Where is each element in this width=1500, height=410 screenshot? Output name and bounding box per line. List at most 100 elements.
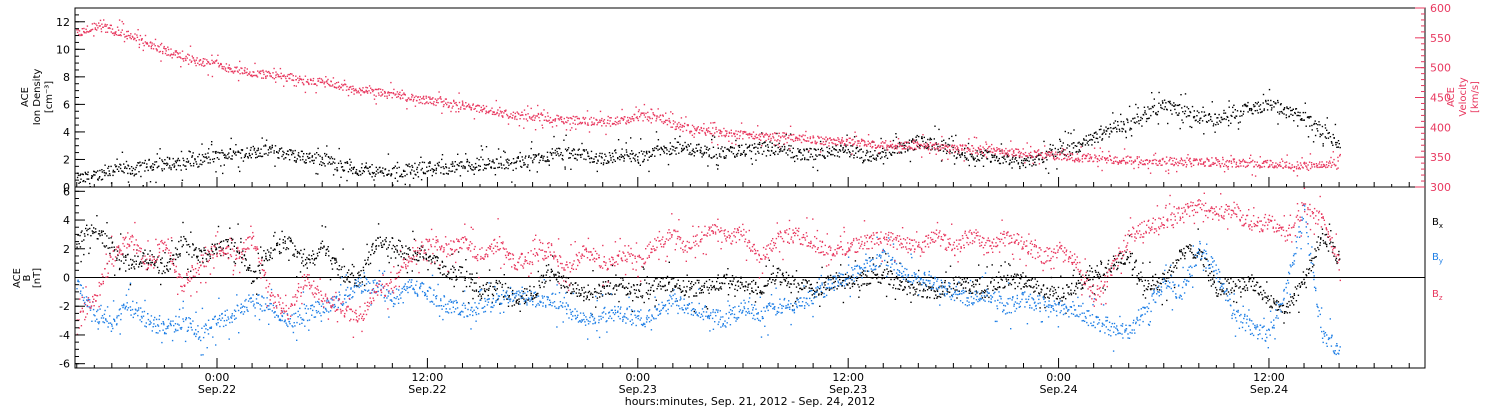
density-point (1297, 125, 1299, 127)
bx-point (340, 268, 342, 271)
density-point (515, 167, 517, 170)
velocity-point (574, 123, 576, 125)
velocity-point (251, 75, 253, 78)
velocity-point (252, 71, 254, 73)
density-point (956, 156, 958, 159)
bx-point (151, 261, 154, 264)
velocity-point (498, 113, 500, 115)
velocity-point (175, 51, 177, 53)
bx-point (486, 288, 488, 291)
bx-point (258, 269, 261, 272)
velocity-point (144, 34, 147, 37)
bx-point (443, 265, 445, 267)
density-point (340, 162, 342, 165)
density-point (670, 153, 672, 155)
density-point (713, 136, 716, 138)
velocity-point (231, 71, 234, 73)
bx-point (375, 239, 377, 241)
velocity-point (989, 145, 991, 148)
velocity-point (956, 145, 958, 147)
density-point (82, 173, 84, 176)
density-point (1109, 123, 1111, 126)
density-point (530, 157, 532, 159)
density-point (593, 161, 595, 163)
density-point (356, 172, 359, 175)
velocity-point (876, 146, 879, 148)
density-point (901, 144, 903, 146)
density-point (307, 157, 310, 159)
density-point (153, 164, 156, 166)
velocity-point (698, 132, 700, 134)
velocity-point (789, 148, 791, 150)
density-point (572, 154, 574, 157)
velocity-point (117, 34, 119, 36)
density-point (1078, 141, 1080, 143)
density-point (1157, 123, 1160, 125)
velocity-point (975, 137, 978, 139)
density-point (915, 136, 917, 138)
bx-point (154, 262, 156, 265)
density-point (847, 148, 849, 151)
velocity-point (836, 139, 838, 141)
velocity-point (738, 137, 740, 140)
density-point (431, 174, 433, 177)
bx-point (91, 230, 93, 232)
velocity-point (1113, 162, 1115, 164)
bx-point (110, 237, 112, 239)
velocity-point (406, 99, 409, 101)
density-point (1086, 142, 1088, 144)
density-point (737, 152, 739, 155)
bx-point (365, 262, 368, 264)
density-point (386, 174, 388, 176)
velocity-point (500, 112, 502, 114)
density-point (725, 155, 727, 157)
velocity-point (879, 146, 881, 149)
velocity-point (224, 67, 227, 69)
density-point (566, 150, 568, 152)
bx-point (493, 288, 496, 290)
bx-point (452, 271, 455, 274)
bx-point (374, 251, 376, 253)
density-point (731, 146, 733, 149)
velocity-point (684, 122, 686, 125)
velocity-point (379, 88, 382, 90)
density-point (967, 142, 970, 145)
bx-point (602, 281, 604, 283)
velocity-point (854, 131, 856, 133)
density-point (667, 163, 670, 166)
bx-point (83, 233, 86, 235)
velocity-point (326, 82, 329, 84)
density-point (769, 154, 772, 156)
velocity-point (1295, 168, 1298, 170)
density-point (168, 157, 171, 159)
density-point (1301, 118, 1303, 120)
velocity-point (90, 29, 92, 31)
velocity-point (617, 123, 619, 125)
density-point (721, 146, 723, 148)
bx-point (332, 257, 334, 259)
bx-point (266, 249, 269, 251)
velocity-point (778, 132, 780, 134)
density-point (460, 165, 463, 168)
density-point (528, 155, 530, 157)
density-point (1218, 113, 1220, 116)
density-point (1252, 104, 1255, 106)
bx-point (560, 284, 562, 287)
density-point (1057, 148, 1059, 151)
velocity-point (638, 109, 640, 111)
bx-point (219, 241, 222, 243)
density-point (254, 151, 257, 153)
bx-point (367, 256, 369, 259)
velocity-point (127, 34, 130, 37)
velocity-point (343, 84, 345, 86)
density-point (395, 172, 398, 174)
velocity-point (814, 140, 816, 142)
velocity-point (1318, 166, 1320, 169)
velocity-point (517, 112, 519, 115)
density-point (255, 157, 257, 159)
velocity-point (919, 147, 921, 150)
density-point (152, 169, 155, 171)
velocity-point (439, 97, 441, 99)
bx-point (382, 240, 384, 242)
density-point (325, 153, 328, 156)
